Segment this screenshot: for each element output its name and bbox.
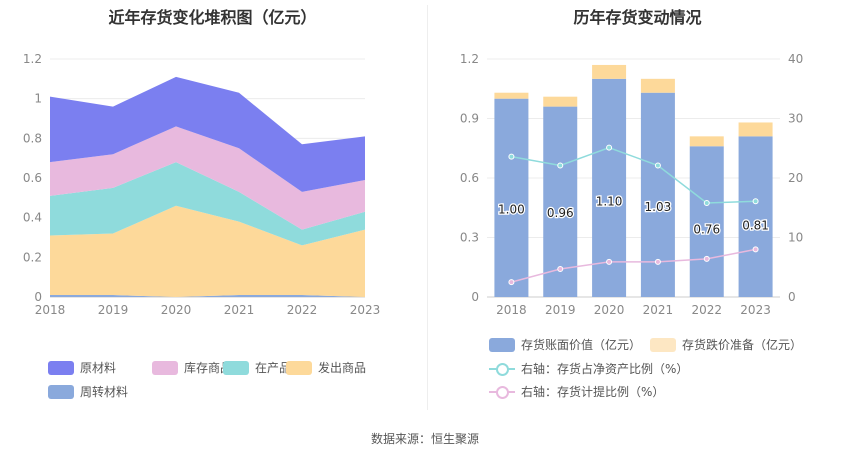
legend-inventory-goods-label: 库存商品 bbox=[184, 361, 233, 375]
legend-provision-line-label: 右轴：存货计提比例（%） bbox=[521, 385, 665, 399]
legend-shipped-goods[interactable]: 发出商品 bbox=[286, 359, 366, 376]
legend-provision-line[interactable]: 右轴：存货计提比例（%） bbox=[489, 383, 664, 400]
line-ratio-line bbox=[511, 146, 756, 204]
right-y-tick-label: 1.2 bbox=[460, 52, 479, 66]
legend-provision-line-swatch bbox=[489, 385, 515, 399]
impairment-bar bbox=[689, 136, 724, 147]
legend-turnover-material[interactable]: 周转材料 bbox=[48, 383, 128, 400]
right-y2-tick-label: 30 bbox=[788, 112, 803, 126]
right-x-tick-label: 2019 bbox=[545, 303, 576, 317]
legend-turnover-material-swatch bbox=[48, 384, 74, 399]
legend-ratio-line[interactable]: 右轴：存货占净资产比例（%） bbox=[489, 360, 688, 377]
legend-raw-material[interactable]: 原材料 bbox=[48, 359, 116, 376]
right-y2-tick-label: 20 bbox=[788, 171, 803, 185]
right-x-tick-label: 2023 bbox=[740, 303, 771, 317]
legend-raw-material-swatch bbox=[48, 360, 74, 375]
right-y2-tick-label: 10 bbox=[788, 231, 803, 245]
line-point-provision-line bbox=[752, 246, 759, 253]
book-value-bar bbox=[494, 98, 529, 298]
legend-ratio-line-label: 右轴：存货占净资产比例（%） bbox=[521, 362, 689, 376]
legend-wip-swatch bbox=[223, 360, 249, 375]
book-value-data-label: 0.76 bbox=[693, 223, 720, 237]
left-y-tick-label: 1.2 bbox=[23, 52, 42, 66]
right-y-tick-label: 0 bbox=[471, 290, 479, 304]
book-value-data-label: 0.81 bbox=[742, 219, 769, 233]
left-area-shipped-goods bbox=[50, 205, 365, 297]
impairment-bar bbox=[592, 64, 627, 79]
line-point-ratio-line bbox=[703, 199, 710, 206]
line-point-provision-line bbox=[654, 258, 661, 265]
book-value-bar bbox=[689, 146, 724, 297]
impairment-bar bbox=[640, 78, 675, 93]
line-point-provision-line bbox=[703, 255, 710, 262]
left-x-tick-label: 2022 bbox=[287, 303, 318, 317]
legend-shipped-goods-swatch bbox=[286, 360, 312, 375]
right-x-tick-label: 2020 bbox=[594, 303, 625, 317]
left-y-tick-label: 0.6 bbox=[23, 171, 42, 185]
legend-impairment-label: 存货跌价准备（亿元） bbox=[682, 338, 803, 352]
left-y-tick-label: 0.2 bbox=[23, 250, 42, 264]
book-value-data-label: 1.03 bbox=[645, 200, 672, 214]
left-y-tick-label: 0.8 bbox=[23, 131, 42, 145]
legend-impairment-swatch bbox=[650, 337, 676, 352]
impairment-bar bbox=[543, 96, 578, 107]
left-chart-title: 近年存货变化堆积图（亿元） bbox=[108, 8, 317, 27]
legend-turnover-material-label: 周转材料 bbox=[80, 385, 129, 399]
left-x-tick-label: 2021 bbox=[224, 303, 255, 317]
left-area-raw-material bbox=[50, 76, 365, 192]
line-point-provision-line bbox=[606, 258, 613, 265]
legend-impairment[interactable]: 存货跌价准备（亿元） bbox=[650, 336, 802, 353]
impairment-bar bbox=[494, 92, 529, 99]
legend-wip[interactable]: 在产品 bbox=[223, 359, 291, 376]
left-area-inventory-goods bbox=[50, 126, 365, 230]
line-point-provision-line bbox=[557, 266, 564, 273]
legend-book-value[interactable]: 存货账面价值（亿元） bbox=[489, 336, 641, 353]
legend-shipped-goods-label: 发出商品 bbox=[318, 361, 367, 375]
left-x-tick-label: 2018 bbox=[35, 303, 66, 317]
line-provision-line bbox=[511, 248, 756, 283]
line-point-ratio-line bbox=[654, 162, 661, 169]
line-point-provision-line bbox=[508, 279, 515, 286]
legend-book-value-label: 存货账面价值（亿元） bbox=[521, 338, 642, 352]
legend-raw-material-label: 原材料 bbox=[80, 361, 117, 375]
right-x-tick-label: 2018 bbox=[496, 303, 527, 317]
legend-inventory-goods-swatch bbox=[152, 360, 178, 375]
right-y-tick-label: 0.6 bbox=[460, 171, 479, 185]
left-x-tick-label: 2023 bbox=[350, 303, 381, 317]
right-y-tick-label: 0.3 bbox=[460, 231, 479, 245]
book-value-bar bbox=[640, 92, 675, 297]
legend-book-value-swatch bbox=[489, 337, 515, 352]
right-x-tick-label: 2022 bbox=[691, 303, 722, 317]
right-y-tick-label: 0.9 bbox=[460, 112, 479, 126]
legend-inventory-goods[interactable]: 库存商品 bbox=[152, 359, 232, 376]
line-point-ratio-line bbox=[752, 198, 759, 205]
right-y2-tick-label: 40 bbox=[788, 52, 803, 66]
left-x-tick-label: 2020 bbox=[161, 303, 192, 317]
legend-wip-label: 在产品 bbox=[255, 361, 292, 375]
right-chart-title: 历年存货变动情况 bbox=[573, 8, 702, 27]
left-y-tick-label: 0.4 bbox=[23, 211, 42, 225]
legend-ratio-line-swatch bbox=[489, 362, 515, 376]
line-point-ratio-line bbox=[606, 144, 613, 151]
book-value-data-label: 1.10 bbox=[596, 194, 623, 208]
left-y-tick-label: 0 bbox=[34, 290, 42, 304]
left-area-wip bbox=[50, 162, 365, 246]
right-x-tick-label: 2021 bbox=[643, 303, 674, 317]
left-y-tick-label: 1 bbox=[34, 92, 42, 106]
impairment-bar bbox=[738, 122, 773, 137]
line-point-ratio-line bbox=[508, 153, 515, 160]
left-x-tick-label: 2019 bbox=[98, 303, 129, 317]
book-value-bar bbox=[738, 136, 773, 297]
line-point-ratio-line bbox=[557, 162, 564, 169]
book-value-data-label: 0.96 bbox=[547, 206, 574, 220]
book-value-data-label: 1.00 bbox=[498, 203, 525, 217]
right-y2-tick-label: 0 bbox=[788, 290, 796, 304]
data-source: 数据来源：恒生聚源 bbox=[370, 432, 479, 446]
book-value-bar bbox=[543, 106, 578, 297]
panel-divider bbox=[427, 5, 428, 410]
